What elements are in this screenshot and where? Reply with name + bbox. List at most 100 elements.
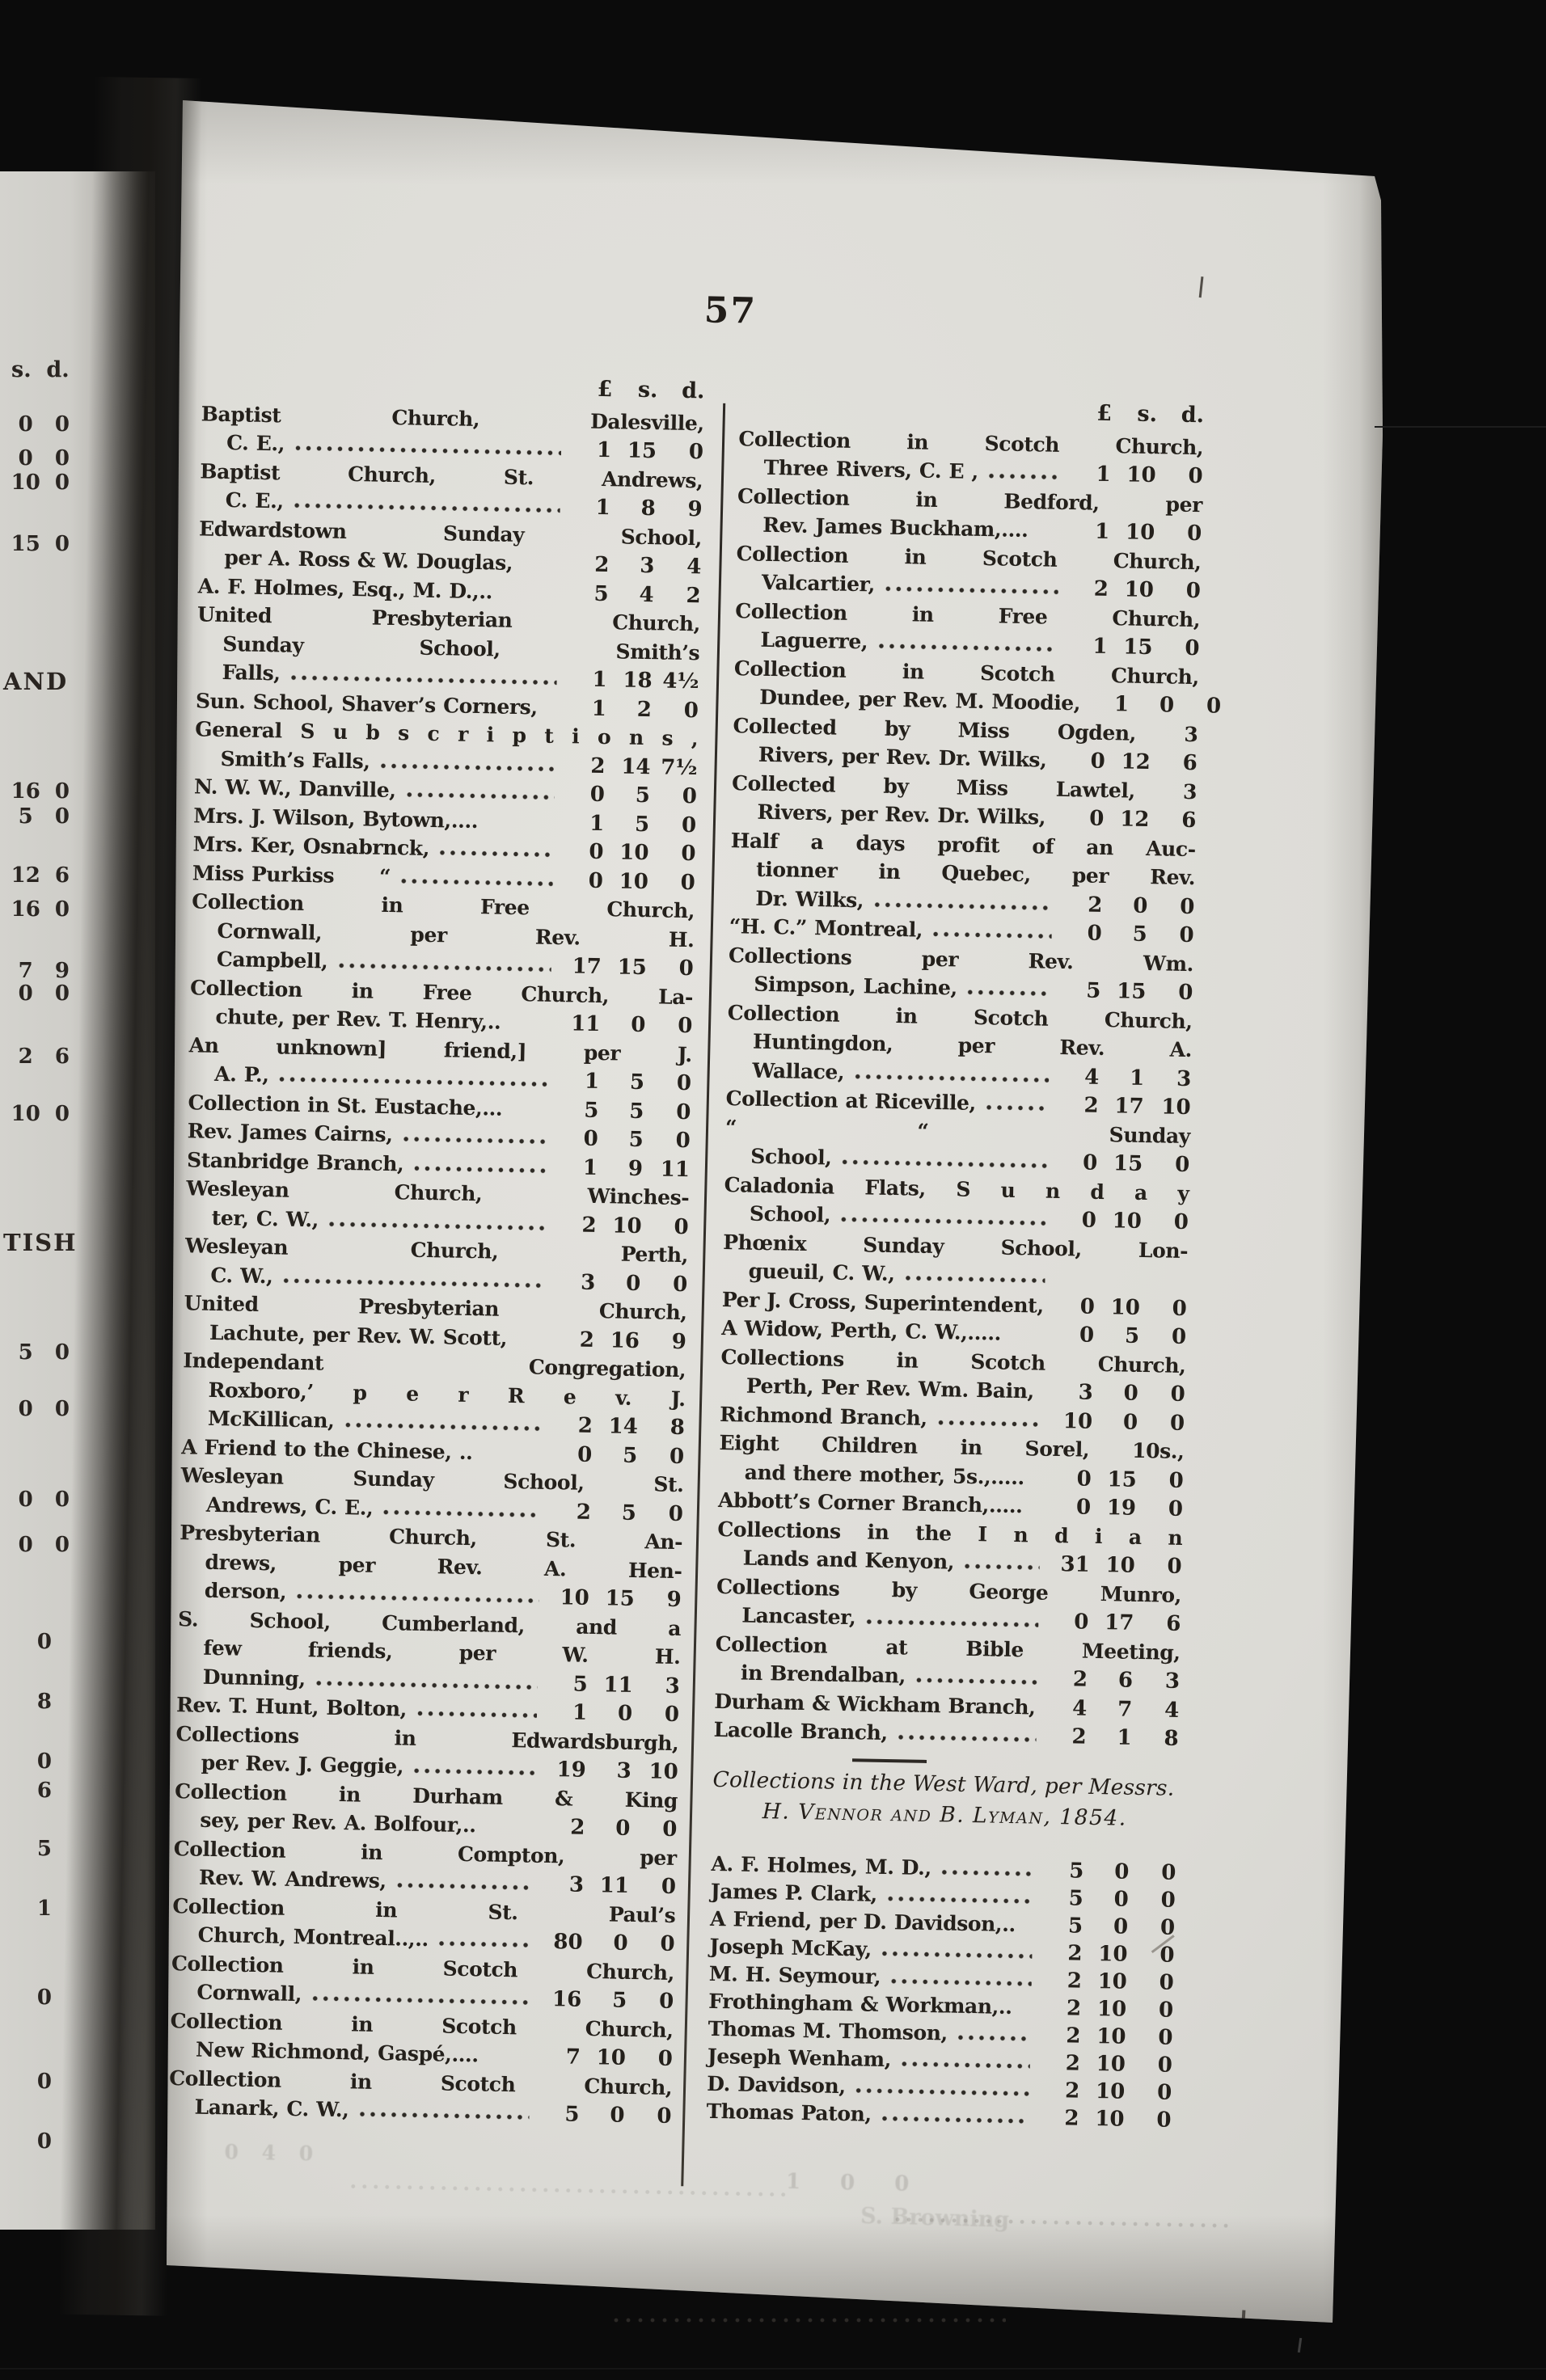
entry-text: N. W. W., Danville,	[193, 774, 396, 803]
margin-fragment: 8	[36, 1690, 52, 1714]
amount-shillings: 5	[634, 812, 650, 837]
amount-pounds: 3	[580, 1270, 596, 1295]
amount-pounds: 2	[1066, 2023, 1081, 2049]
amount-pounds: 3	[568, 1872, 585, 1897]
amount-pence: 4	[1164, 1698, 1180, 1723]
amount-shillings: 10	[1096, 2052, 1126, 2077]
entry-text: Falls,	[222, 660, 281, 686]
dotted-leader	[289, 673, 557, 686]
amount-pence: 0	[669, 1444, 685, 1469]
amount-pence: 0	[1173, 1209, 1189, 1235]
amount-pounds: 5	[1068, 1886, 1084, 1911]
amount-pounds: 17	[572, 954, 602, 980]
dotted-leader	[966, 988, 1051, 998]
dotted-leader	[881, 2114, 1029, 2125]
margin-fragment: 6	[36, 1779, 52, 1803]
amount-pounds: 1	[1113, 692, 1130, 717]
entry-text: Collection at Riceville,	[725, 1087, 977, 1115]
amount-shillings: 5	[628, 1127, 644, 1153]
amount-shillings: 15	[1123, 635, 1153, 660]
entry-text: Valcartier,	[761, 570, 876, 597]
pound-header: £	[1096, 400, 1113, 427]
dotted-leader	[985, 1103, 1049, 1112]
amount-pence: 0	[658, 1989, 674, 2015]
amount-shillings: 0	[613, 1931, 628, 1956]
amount-shillings: 3	[639, 553, 655, 579]
entry-text: Cornwall,	[196, 1980, 302, 2007]
amount-pence: 0	[657, 2046, 674, 2071]
amount-pence: 0	[1185, 635, 1200, 661]
amount-pounds: 1	[1092, 634, 1108, 659]
amount-pounds: 1	[1096, 462, 1111, 487]
amount-pence: 0	[1186, 521, 1202, 546]
scan-line-artifact	[0, 2368, 1546, 2369]
amount-pence: 0	[1167, 1554, 1182, 1579]
amount-pence: 0	[1169, 1411, 1185, 1436]
entry-text: per Rev. J. Geggie,	[201, 1750, 404, 1779]
amount-pounds: 2	[569, 1815, 585, 1840]
amount-pounds: 5	[584, 1098, 599, 1123]
dotted-leader	[936, 1418, 1043, 1428]
amount-pence: 0	[1188, 463, 1203, 489]
amount-shillings: 18	[623, 668, 653, 694]
amount-shillings: 10	[619, 840, 649, 866]
amount-shillings: 19	[1106, 1496, 1137, 1521]
amount-shillings: 3	[616, 1758, 631, 1783]
dotted-leader	[931, 930, 1052, 940]
bleed-through-text: 1 0 0	[785, 2169, 926, 2197]
shilling-header: s.	[1137, 401, 1158, 428]
amount-pounds: 1	[596, 437, 612, 463]
amount-pounds: 31	[1060, 1552, 1090, 1577]
amount-pounds: 0	[583, 1126, 598, 1152]
amount-shillings: 0	[617, 1701, 633, 1726]
amount-shillings: 7	[1117, 1696, 1133, 1722]
entry-text: A. P.,	[213, 1061, 269, 1087]
dotted-leader	[402, 1135, 548, 1146]
shilling-header: s.	[637, 377, 658, 403]
entry-text: Mrs. Ker, Osnabrnck,	[192, 832, 430, 860]
margin-fragment: 0 0	[18, 1488, 70, 1512]
dotted-leader	[337, 961, 551, 973]
right-column-entries: Collection in Scotch Church, Three Rivers…	[713, 423, 1221, 1752]
margin-fragment: AND	[3, 668, 69, 695]
entry-text: Campbell,	[216, 947, 328, 973]
amount-shillings: 2	[636, 697, 653, 722]
amount-pence: 0	[675, 1128, 691, 1154]
amount-pence: 0	[1156, 2080, 1172, 2105]
pen-mark	[1241, 2310, 1246, 2323]
amount-shillings: 15	[605, 1586, 636, 1611]
amount-shillings: 10	[1124, 577, 1155, 603]
amount-pence: 0	[1158, 1998, 1174, 2023]
amount-pounds: 0	[1075, 1495, 1092, 1520]
amount-shillings: 10	[1096, 1997, 1127, 2022]
amount-pence: 0	[683, 698, 699, 723]
entry-text: C. E.,	[225, 488, 284, 513]
dotted-leader	[855, 2087, 1030, 2098]
amount-pounds: 1	[1094, 519, 1110, 545]
amount-pence: 0	[1168, 1468, 1185, 1493]
amount-pence: 0	[1156, 2108, 1172, 2133]
dotted-leader	[884, 584, 1058, 596]
entry-text: Church, Montreal..,..	[197, 1922, 429, 1952]
amount-shillings: 10	[1097, 1969, 1128, 1994]
entry-text: ter, C. W.,	[211, 1205, 319, 1231]
entry-text: Smith’s Falls,	[220, 746, 370, 774]
amount-shillings: 0	[631, 1012, 646, 1038]
entry-text: Lancaster,	[741, 1603, 856, 1630]
dotted-leader	[294, 444, 562, 457]
dotted-leader	[379, 762, 555, 773]
amount-shillings: 0	[610, 2103, 625, 2128]
amount-pence: 3	[1176, 1066, 1192, 1091]
entry-text: A. F. Holmes, M. D.,	[711, 1851, 932, 1880]
amount-shillings: 17	[1114, 1094, 1144, 1119]
amount-pence: 0	[1157, 2053, 1173, 2078]
dotted-leader	[282, 1277, 546, 1289]
amount-shillings: 16	[610, 1327, 640, 1353]
amount-pounds: 5	[572, 1672, 589, 1697]
amount-shillings: 11	[599, 1873, 630, 1898]
amount-pounds: 2	[1064, 2106, 1079, 2131]
amount-pounds: 0	[589, 839, 604, 865]
amount-pounds: 0	[577, 1442, 593, 1467]
amount-shillings: 14	[608, 1414, 639, 1440]
amount-pounds: 2	[577, 1413, 593, 1438]
